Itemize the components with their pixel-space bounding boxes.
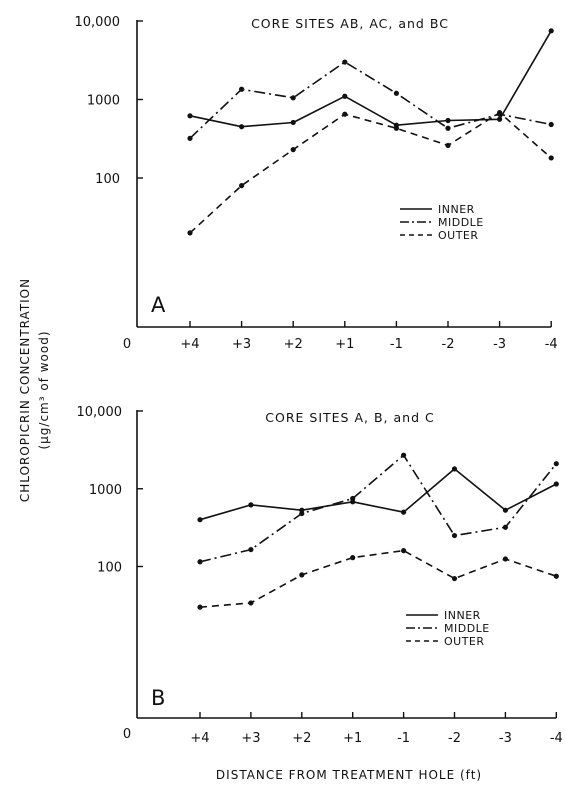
x-axis-title: DISTANCE FROM TREATMENT HOLE (ft) [216, 768, 482, 782]
x-tick-label: -3 [493, 337, 506, 352]
data-point-inner [497, 116, 503, 122]
origin-label: 0 [123, 727, 131, 742]
panel-title: CORE SITES A, B, and C [265, 410, 434, 425]
data-point-outer [445, 142, 451, 149]
data-point-middle [451, 532, 458, 539]
data-point-middle [187, 135, 193, 141]
x-tick-label: -3 [499, 731, 512, 746]
legend-label-inner: INNER [438, 203, 475, 216]
data-point-middle [548, 121, 554, 128]
legend-label-inner: INNER [444, 609, 481, 622]
x-tick-label: +4 [190, 731, 209, 746]
x-tick-label: +4 [180, 337, 199, 352]
x-tick-label: -4 [545, 337, 558, 352]
data-point-inner [445, 117, 451, 124]
series-line-middle [189, 61, 552, 139]
data-point-middle [502, 524, 508, 530]
data-point-outer [451, 575, 458, 582]
panel-b: 100 1000 10,000 0 +4 +3 +2 +1 -1 -2 -3 -4 CORE SITES… [77, 405, 563, 746]
panel-title: CORE SITES AB, AC, and BC [251, 16, 449, 31]
y-axis-title: CHLOROPICRIN CONCENTRATION [18, 278, 32, 502]
data-point-middle [393, 90, 399, 96]
x-tick-label: +1 [343, 731, 362, 746]
series-line-outer [189, 111, 552, 234]
y-tick-label: 10,000 [77, 405, 123, 420]
legend-label-middle: MIDDLE [438, 216, 484, 229]
x-tick-label: -4 [550, 731, 563, 746]
data-point-outer [497, 110, 503, 116]
legend-label-outer: OUTER [438, 229, 479, 242]
data-point-outer [299, 572, 305, 578]
data-point-middle [248, 546, 254, 553]
data-point-outer [342, 111, 348, 117]
x-tick-label: -1 [390, 337, 403, 352]
data-point-middle [445, 125, 451, 131]
data-point-outer [350, 555, 356, 561]
data-point-outer [239, 183, 245, 189]
data-point-middle [239, 86, 245, 92]
data-point-outer [393, 125, 399, 131]
origin-label: 0 [123, 337, 131, 352]
data-point-middle [342, 59, 348, 65]
y-tick-label: 100 [95, 172, 120, 187]
series-line-inner [189, 30, 552, 128]
x-tick-label: -2 [442, 337, 455, 352]
y-tick-label: 10,000 [75, 15, 121, 30]
data-point-inner [239, 124, 245, 130]
series-line-inner [199, 468, 557, 521]
data-point-middle [290, 95, 296, 101]
y-tick-label: 100 [97, 561, 122, 576]
data-point-outer [187, 230, 193, 236]
data-point-inner [401, 509, 407, 515]
panel-a: 100 1000 10,000 0 +4 +3 +2 +1 -1 -2 -3 -4 CORE SITES… [75, 15, 558, 352]
x-tick-label: +3 [232, 337, 251, 352]
x-tick-label: +3 [241, 731, 260, 746]
panel-letter: B [151, 686, 165, 710]
x-tick-label: +1 [335, 337, 354, 352]
data-point-outer [290, 147, 296, 153]
legend-label-middle: MIDDLE [444, 622, 490, 635]
data-point-middle [401, 452, 407, 458]
y-tick-label: 1000 [89, 483, 122, 498]
series-line-outer [199, 549, 557, 608]
data-point-middle [299, 510, 305, 517]
data-point-inner [290, 119, 296, 126]
data-point-middle [553, 461, 559, 467]
data-point-outer [197, 604, 203, 610]
data-point-inner [187, 113, 193, 119]
data-point-outer [548, 155, 554, 161]
data-point-middle [197, 559, 203, 565]
y-tick-label: 1000 [87, 94, 120, 109]
data-point-inner [553, 481, 559, 487]
x-tick-label: +2 [284, 337, 303, 352]
data-point-outer [502, 556, 508, 562]
x-tick-label: -2 [448, 731, 461, 746]
data-point-inner [502, 507, 508, 513]
panel-letter: A [151, 293, 166, 317]
legend-label-outer: OUTER [444, 635, 485, 648]
data-point-inner [451, 466, 458, 472]
data-point-middle [350, 495, 356, 502]
data-point-outer [248, 600, 254, 606]
y-axis-title-units: (μg/cm³ of wood) [37, 330, 51, 449]
data-point-outer [553, 573, 559, 579]
data-point-inner [548, 28, 554, 34]
data-point-inner [342, 93, 348, 99]
x-tick-label: -1 [397, 731, 410, 746]
data-point-inner [197, 517, 203, 523]
x-tick-label: +2 [292, 731, 311, 746]
data-point-inner [248, 502, 254, 508]
series-line-middle [199, 454, 557, 563]
data-point-outer [401, 548, 407, 554]
